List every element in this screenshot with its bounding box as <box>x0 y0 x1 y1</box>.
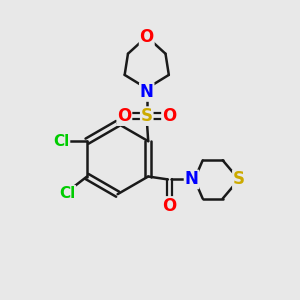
Text: O: O <box>162 107 176 125</box>
Text: N: N <box>184 170 198 188</box>
Text: Cl: Cl <box>53 134 70 149</box>
Text: O: O <box>162 197 176 215</box>
Text: O: O <box>117 107 131 125</box>
Text: S: S <box>141 107 153 125</box>
Text: O: O <box>140 28 154 46</box>
Text: N: N <box>140 83 154 101</box>
Text: Cl: Cl <box>59 186 75 201</box>
Text: S: S <box>233 170 245 188</box>
